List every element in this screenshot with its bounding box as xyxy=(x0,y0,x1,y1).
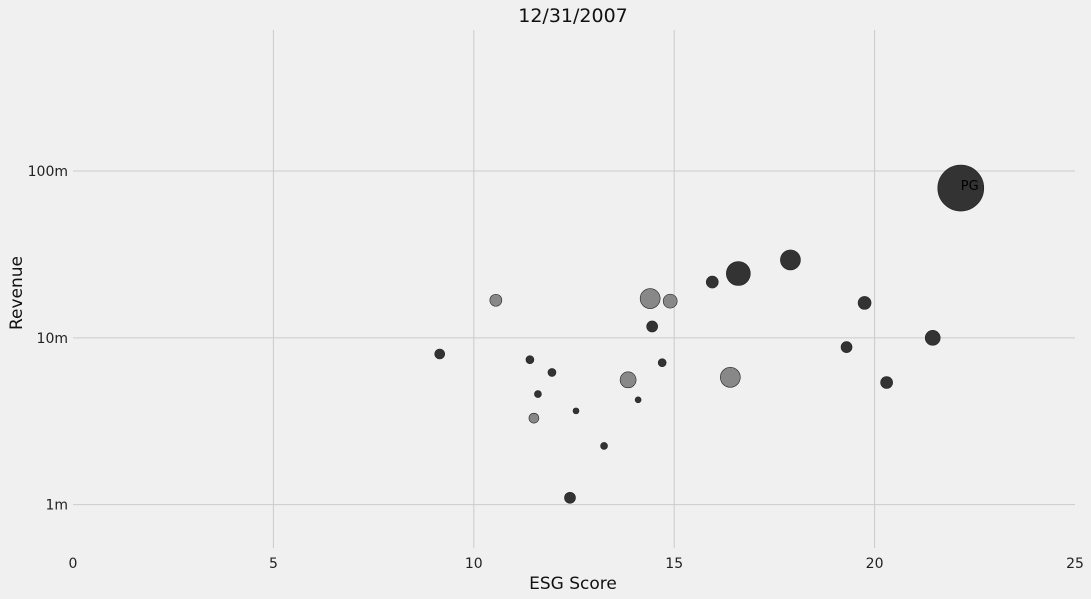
x-tick-label: 5 xyxy=(269,556,278,572)
scatter-point xyxy=(564,491,576,504)
scatter-point xyxy=(924,330,941,346)
x-tick-label: 10 xyxy=(465,556,483,572)
scatter-point xyxy=(880,376,893,389)
x-axis-ticks: 0 5 10 15 20 25 xyxy=(69,556,1084,572)
scatter-point xyxy=(646,320,658,333)
scatter-point xyxy=(547,368,557,377)
scatter-point xyxy=(489,293,503,307)
scatter-point xyxy=(600,442,608,450)
x-tick-label: 20 xyxy=(866,556,884,572)
scatter-point xyxy=(857,296,872,310)
scatter-point xyxy=(525,355,535,364)
scatter-point xyxy=(534,390,542,398)
scatter-point xyxy=(780,249,801,271)
scatter-point xyxy=(726,261,751,286)
scatter-point xyxy=(434,348,446,360)
scatter-point xyxy=(528,412,540,424)
scatter-point xyxy=(639,288,661,309)
chart-title: 12/31/2007 xyxy=(518,5,628,27)
x-tick-label: 0 xyxy=(69,556,78,572)
y-tick-label: 10m xyxy=(37,331,68,347)
scatter-point xyxy=(840,341,853,353)
point-label: PG xyxy=(961,179,979,194)
scatter-point xyxy=(657,358,667,367)
y-tick-label: 1m xyxy=(45,498,68,514)
scatter-point xyxy=(572,407,580,415)
y-axis-ticks: 1m 10m 100m xyxy=(28,164,68,514)
scatter-point xyxy=(705,275,719,289)
scatter-point xyxy=(720,367,741,388)
scatter-point xyxy=(634,396,642,404)
x-tick-label: 25 xyxy=(1066,556,1084,572)
scatter-point xyxy=(662,293,678,309)
grid xyxy=(73,30,1075,548)
data-points xyxy=(434,164,985,504)
scatter-point xyxy=(937,164,985,212)
y-tick-label: 100m xyxy=(28,164,68,180)
scatter-point xyxy=(619,371,637,389)
x-tick-label: 15 xyxy=(665,556,683,572)
x-axis-label: ESG Score xyxy=(529,574,617,594)
point-annotations: PG xyxy=(961,179,979,194)
y-axis-label: Revenue xyxy=(7,256,27,330)
